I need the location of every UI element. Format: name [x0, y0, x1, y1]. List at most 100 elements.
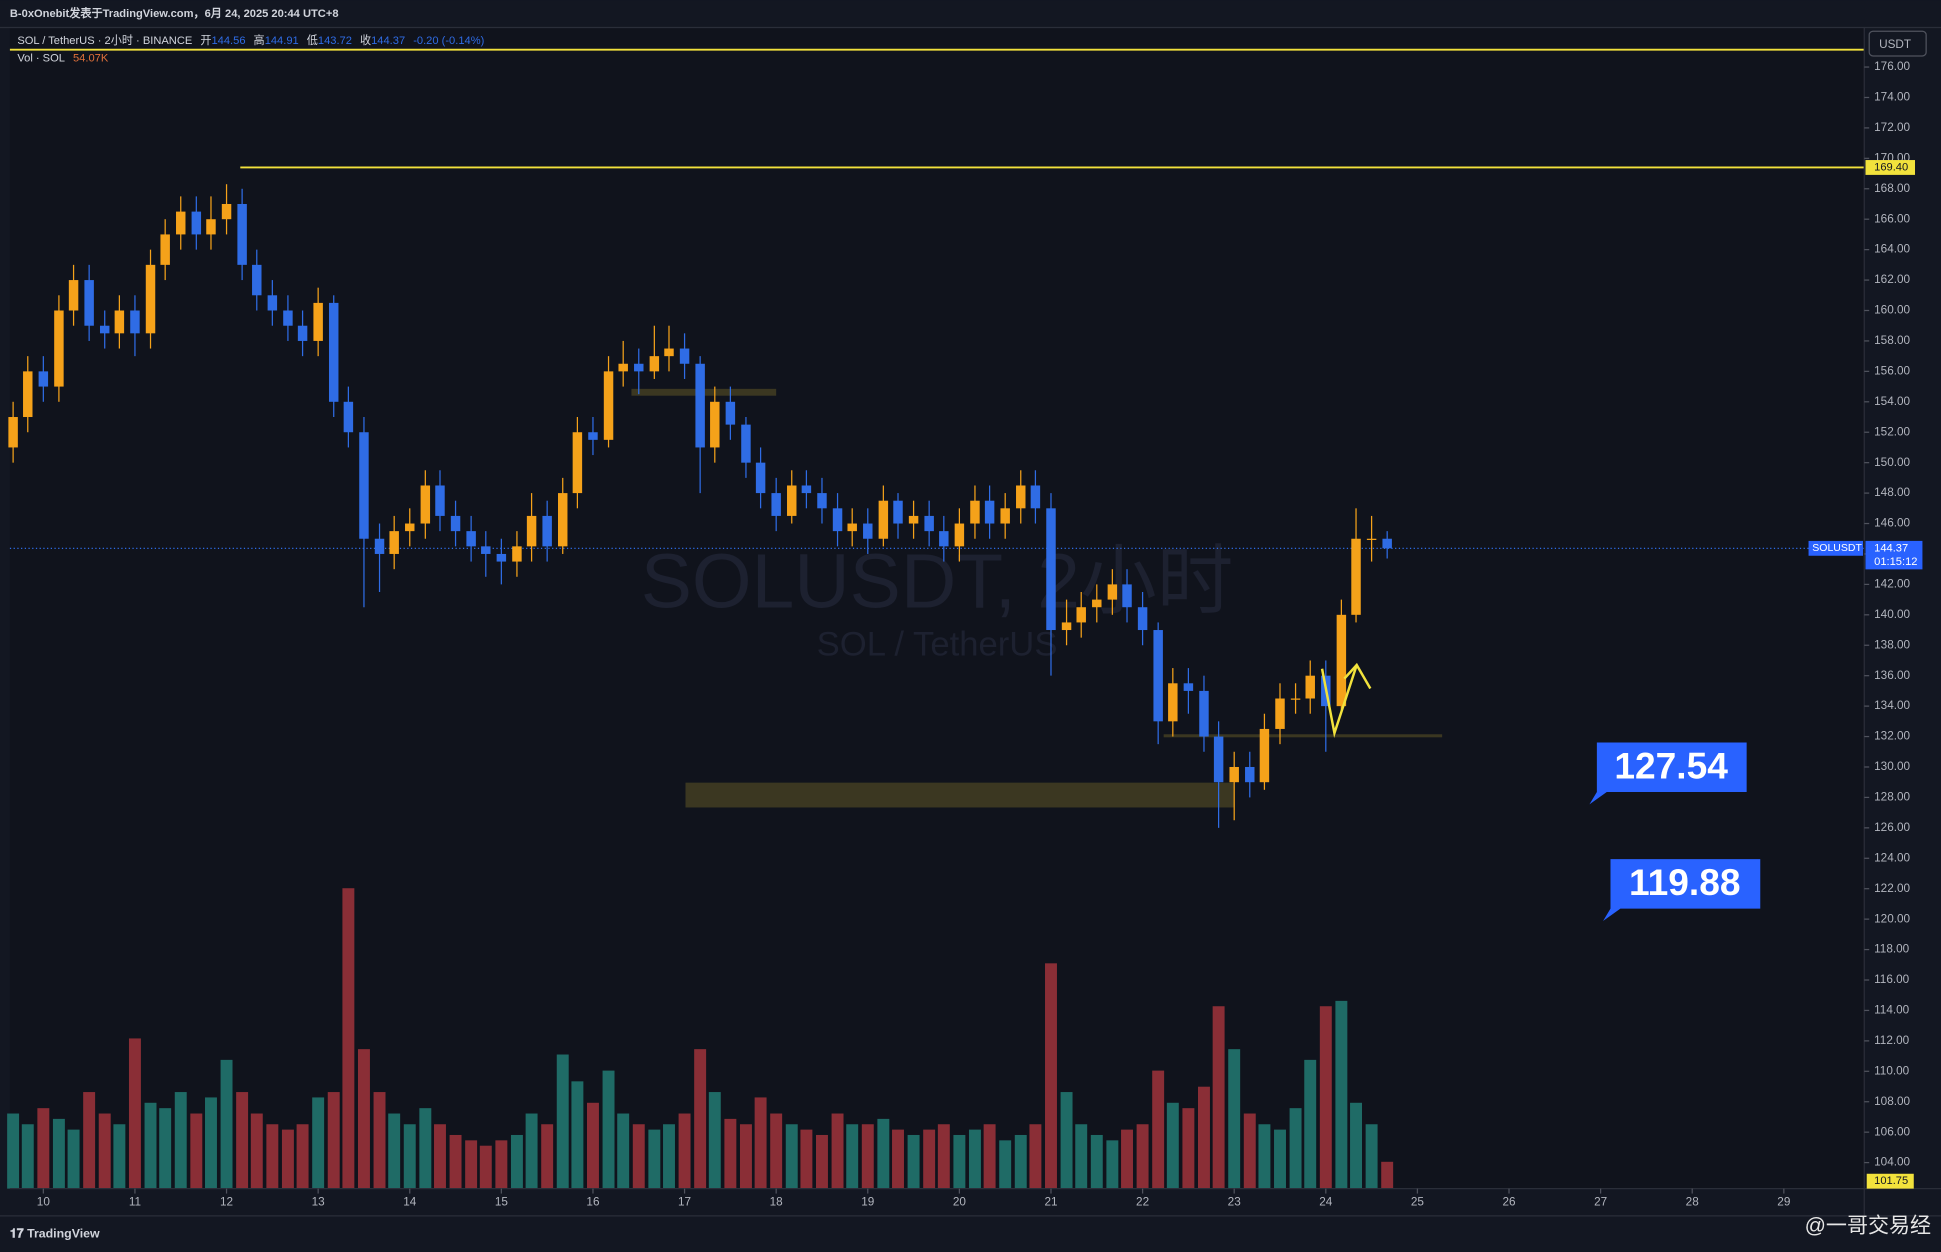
volume-bar — [296, 1124, 309, 1189]
candle-body — [771, 493, 781, 516]
candle-body — [466, 531, 476, 547]
volume-bar — [1197, 1086, 1210, 1189]
volume-bar — [37, 1108, 50, 1189]
axis-layer: 104.00 106.00 108.00 110.00 112.00 114.00 116.… — [37, 60, 1923, 1208]
volume-bar — [190, 1113, 203, 1189]
volume-bar — [816, 1134, 828, 1189]
x-tick-label: 11 — [129, 1195, 141, 1208]
volume-bar — [327, 1092, 340, 1189]
volume-bar — [968, 1129, 981, 1189]
volume-bar — [449, 1134, 462, 1189]
x-tick-label: 17 — [678, 1195, 691, 1208]
volume-bar — [663, 1124, 675, 1189]
x-tick-label: 24 — [1319, 1195, 1333, 1208]
x-tick-label: 23 — [1228, 1195, 1242, 1208]
volume-bar — [1136, 1124, 1149, 1189]
candle-body — [572, 432, 583, 494]
candle-body — [787, 485, 797, 516]
x-tick-label: 25 — [1411, 1195, 1425, 1208]
candle-body — [1229, 766, 1239, 783]
volume-bar — [1152, 1070, 1165, 1189]
x-tick-label: 18 — [770, 1195, 784, 1208]
volume-bar — [1166, 1102, 1179, 1189]
volume-bar — [877, 1118, 890, 1189]
countdown: 01:15:12 — [1874, 556, 1917, 568]
volume-bar — [1212, 1006, 1225, 1189]
candle-body — [297, 325, 308, 341]
callout-label: 119.88 — [1629, 861, 1741, 903]
candle-body — [23, 371, 33, 418]
candle-body — [1351, 538, 1361, 615]
volume-bar — [739, 1124, 752, 1189]
volume-bar — [1090, 1134, 1103, 1189]
candle-body — [1305, 675, 1315, 699]
y-tick-label: 162.00 — [1874, 273, 1910, 286]
volume-bar — [1274, 1129, 1286, 1189]
y-tick-label: 176.00 — [1874, 60, 1910, 73]
volume-bar — [236, 1092, 249, 1189]
drawn-arrow-head — [1343, 662, 1372, 690]
y-tick-label: 160.00 — [1874, 304, 1910, 317]
y-tick-label: 118.00 — [1874, 943, 1910, 956]
candle-body — [970, 500, 980, 524]
legend-key: 收 — [360, 33, 371, 47]
candle-body — [755, 462, 766, 494]
y-tick-label: 110.00 — [1874, 1064, 1910, 1077]
currency: USDT — [1879, 38, 1911, 51]
x-tick-label: 21 — [1044, 1195, 1057, 1208]
candle-body — [481, 546, 491, 554]
legend-value: 144.37 — [371, 35, 405, 47]
volume-bar — [1075, 1124, 1088, 1189]
volume-bar — [205, 1097, 217, 1189]
y-tick-label: 164.00 — [1874, 243, 1910, 256]
volume-bar — [1258, 1124, 1271, 1189]
candle-body — [1168, 683, 1178, 722]
legend-value: 144.91 — [265, 35, 299, 47]
volume-bar — [937, 1124, 950, 1189]
currency-box — [1868, 30, 1927, 57]
volume-bar — [1381, 1161, 1394, 1189]
y-tick-label: 112.00 — [1874, 1034, 1910, 1047]
x-tick-label: 13 — [312, 1195, 326, 1208]
volume-bar — [98, 1113, 111, 1189]
volume-bar — [708, 1092, 721, 1189]
brand-name: TradingView — [27, 1227, 100, 1241]
volume-bar — [602, 1070, 615, 1189]
candle-body — [954, 523, 965, 547]
candle-body — [252, 264, 262, 296]
volume-bar — [983, 1124, 996, 1189]
callout-label: 127.54 — [1614, 744, 1728, 786]
candle-body — [359, 432, 369, 539]
drawn-arrow — [1320, 664, 1358, 739]
volume-bar — [113, 1124, 126, 1189]
candle-body — [893, 500, 903, 524]
volume-bar — [1243, 1113, 1256, 1189]
legend-key: 高 — [254, 33, 265, 47]
candle-body — [237, 203, 247, 265]
candle-body — [1366, 538, 1377, 540]
candle-body — [435, 485, 445, 516]
y-tick-label: 114.00 — [1874, 1004, 1910, 1017]
candle-body — [801, 485, 812, 494]
volume-bar — [495, 1140, 508, 1189]
zone — [1163, 734, 1443, 738]
symbol-tag-box — [1808, 540, 1864, 556]
y-tick-label: 158.00 — [1874, 334, 1910, 347]
candle-body — [496, 553, 507, 562]
legend-change: -0.20 (-0.14%) — [413, 35, 484, 47]
y-tick-label: 166.00 — [1874, 212, 1910, 225]
candle-body — [832, 508, 843, 532]
legend-value: 143.72 — [318, 35, 352, 47]
candle-body — [542, 515, 552, 547]
candle-body — [679, 348, 690, 364]
y-tick-label: 104.00 — [1874, 1156, 1910, 1169]
candle-body — [1122, 584, 1132, 608]
candle-body — [54, 310, 64, 387]
y-tick-label: 156.00 — [1874, 364, 1910, 377]
y-tick-label: 106.00 — [1874, 1125, 1910, 1138]
candle-body — [99, 325, 110, 334]
x-tick-label: 29 — [1777, 1195, 1790, 1208]
plot-area — [9, 27, 1865, 1189]
